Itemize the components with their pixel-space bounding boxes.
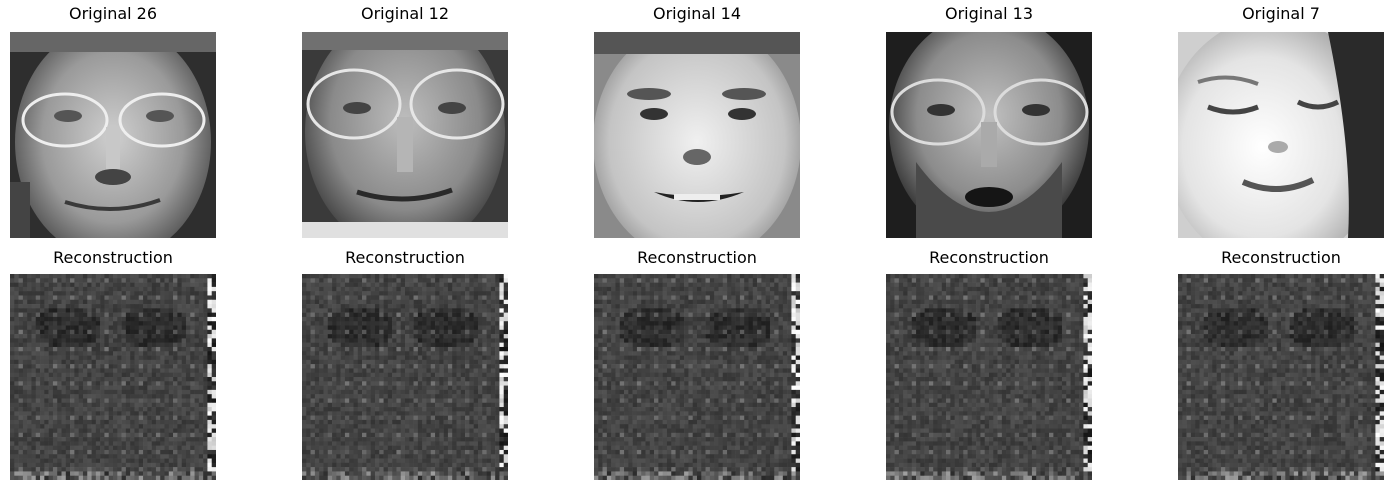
face-image-original-1 [10, 32, 216, 238]
original-title-3: Original 14 [652, 4, 742, 23]
face-image-reconstruction-1 [10, 274, 216, 480]
face-image-reconstruction-3 [594, 274, 800, 480]
face-image-reconstruction-4 [886, 274, 1092, 480]
original-title-4: Original 13 [944, 4, 1034, 23]
face-image-original-2 [302, 32, 508, 238]
face-image-reconstruction-5 [1178, 274, 1384, 480]
face-image-reconstruction-2 [302, 274, 508, 480]
reconstruction-title-4: Reconstruction [929, 248, 1049, 267]
face-image-original-4 [886, 32, 1092, 238]
face-image-original-5 [1178, 32, 1384, 238]
reconstruction-title-3: Reconstruction [637, 248, 757, 267]
original-title-1: Original 26 [68, 4, 158, 23]
face-image-original-3 [594, 32, 800, 238]
original-title-2: Original 12 [360, 4, 450, 23]
reconstruction-title-2: Reconstruction [345, 248, 465, 267]
reconstruction-title-1: Reconstruction [53, 248, 173, 267]
reconstruction-title-5: Reconstruction [1221, 248, 1341, 267]
original-title-5: Original 7 [1242, 4, 1320, 23]
